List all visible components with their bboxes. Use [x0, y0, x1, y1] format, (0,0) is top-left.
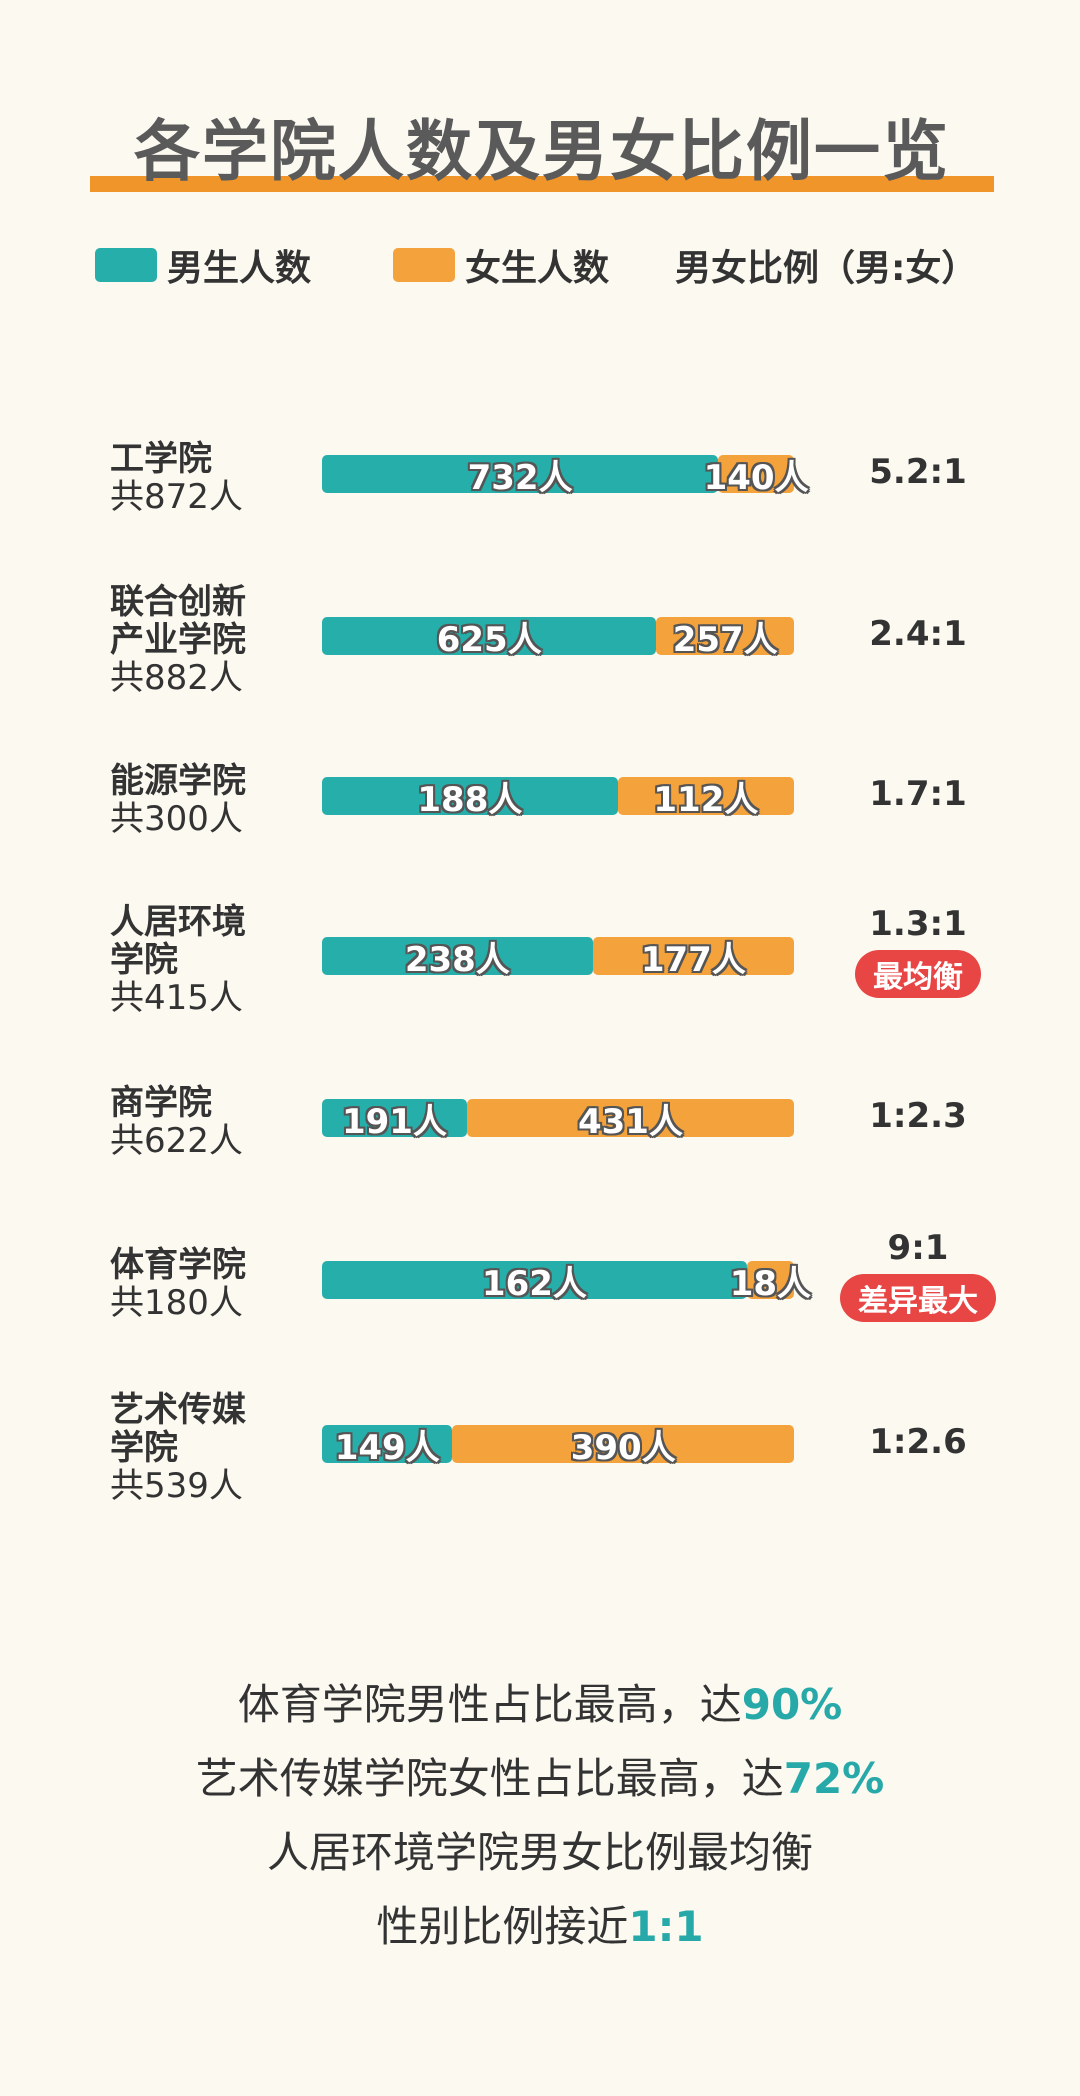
- female-bar: 18人: [747, 1261, 794, 1299]
- female-count-label: 390人: [571, 1420, 676, 1469]
- college-total: 共180人: [110, 1284, 243, 1322]
- ratio-label: 1.3:1: [828, 904, 1008, 944]
- male-count-label: 162人: [482, 1256, 587, 1305]
- summary-text: 人居环境学院男女比例最均衡: [267, 1828, 813, 1877]
- female-count-label: 112人: [653, 772, 758, 821]
- summary-line: 性别比例接近1:1: [0, 1890, 1080, 1964]
- female-count-label: 177人: [641, 932, 746, 981]
- college-name: 工学院: [110, 440, 212, 478]
- male-bar: 149人: [322, 1425, 452, 1463]
- college-name: 能源学院: [110, 762, 246, 800]
- male-count-label: 191人: [342, 1094, 447, 1143]
- summary-highlight: 90%: [742, 1680, 843, 1729]
- summary-highlight: 72%: [784, 1754, 885, 1803]
- male-bar: 188人: [322, 777, 618, 815]
- summary-line: 体育学院男性占比最高，达90%: [0, 1668, 1080, 1742]
- male-count-label: 188人: [417, 772, 522, 821]
- college-total: 共622人: [110, 1122, 243, 1160]
- male-bar: 625人: [322, 617, 656, 655]
- summary-block: 体育学院男性占比最高，达90% 艺术传媒学院女性占比最高，达72% 人居环境学院男女…: [0, 1668, 1080, 1964]
- female-bar: 390人: [452, 1425, 794, 1463]
- ratio-label: 9:1: [828, 1228, 1008, 1268]
- summary-text: 性别比例接近: [376, 1902, 628, 1951]
- female-count-label: 431人: [578, 1094, 683, 1143]
- male-count-label: 732人: [468, 450, 573, 499]
- male-bar: 162人: [322, 1261, 747, 1299]
- college-name: 联合创新 产业学院: [110, 583, 246, 659]
- summary-highlight: 1:1: [628, 1902, 703, 1951]
- college-name: 艺术传媒 学院: [110, 1391, 246, 1467]
- ratio-label: 1:2.6: [828, 1422, 1008, 1462]
- ratio-label: 5.2:1: [828, 452, 1008, 492]
- male-bar: 732人: [322, 455, 718, 493]
- male-count-label: 625人: [437, 612, 542, 661]
- female-bar: 257人: [656, 617, 794, 655]
- ratio-label: 2.4:1: [828, 614, 1008, 654]
- female-bar: 140人: [718, 455, 794, 493]
- ratio-label: 1:2.3: [828, 1096, 1008, 1136]
- ratio-badge: 最均衡: [855, 950, 981, 998]
- female-count-label: 257人: [673, 612, 778, 661]
- male-bar: 191人: [322, 1099, 467, 1137]
- ratio-label: 1.7:1: [828, 774, 1008, 814]
- college-name: 体育学院: [110, 1246, 246, 1284]
- summary-line: 人居环境学院男女比例最均衡: [0, 1816, 1080, 1890]
- stacked-bar-chart: 工学院 共872人 732人 140人 5.2:1 联合创新 产业学院 共882人 625人 2…: [0, 0, 1080, 1560]
- ratio-badge: 差异最大: [840, 1274, 996, 1322]
- female-bar: 177人: [593, 937, 794, 975]
- male-bar: 238人: [322, 937, 593, 975]
- college-total: 共882人: [110, 659, 243, 697]
- college-name: 人居环境 学院: [110, 903, 246, 979]
- college-total: 共539人: [110, 1467, 243, 1505]
- female-count-label: 18人: [730, 1256, 811, 1305]
- college-name: 商学院: [110, 1084, 212, 1122]
- summary-line: 艺术传媒学院女性占比最高，达72%: [0, 1742, 1080, 1816]
- male-count-label: 238人: [405, 932, 510, 981]
- college-total: 共872人: [110, 478, 243, 516]
- summary-text: 艺术传媒学院女性占比最高，达: [196, 1754, 784, 1803]
- female-bar: 431人: [467, 1099, 794, 1137]
- female-bar: 112人: [618, 777, 794, 815]
- summary-text: 体育学院男性占比最高，达: [238, 1680, 742, 1729]
- college-total: 共415人: [110, 979, 243, 1017]
- female-count-label: 140人: [704, 450, 809, 499]
- college-total: 共300人: [110, 800, 243, 838]
- male-count-label: 149人: [335, 1420, 440, 1469]
